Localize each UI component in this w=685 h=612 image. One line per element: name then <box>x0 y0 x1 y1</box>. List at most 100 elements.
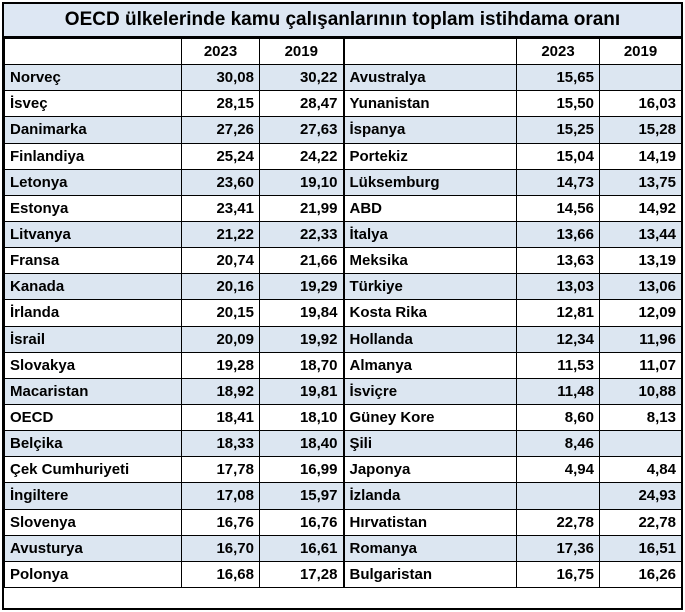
right-2019-cell: 24,93 <box>599 482 682 510</box>
left-2023-cell: 18,41 <box>181 403 260 432</box>
left-2019-cell: 17,28 <box>259 560 344 588</box>
left-2019-cell: 19,29 <box>259 273 344 301</box>
left-2019-cell: 19,84 <box>259 299 344 327</box>
left-2023-cell: 21,22 <box>181 220 260 249</box>
right-country-cell: Türkiye <box>342 273 517 301</box>
right-2023-cell: 11,53 <box>516 351 600 379</box>
right-2023-cell: 13,03 <box>516 273 600 301</box>
right-country-cell: Avustralya <box>342 64 517 92</box>
right-2023-cell: 15,04 <box>516 142 600 170</box>
right-2019-cell <box>599 64 682 92</box>
right-2019-cell: 13,19 <box>599 247 682 275</box>
left-2023-cell: 20,15 <box>181 299 260 327</box>
right-country-cell: İzlanda <box>342 482 517 510</box>
left-2023-cell: 23,60 <box>181 168 260 196</box>
left-2019-cell: 19,92 <box>259 325 344 353</box>
table-row: Fransa 20,74 21,66 Meksika 13,63 13,19 <box>4 247 682 275</box>
right-2023-cell: 13,66 <box>516 220 600 249</box>
left-2019-cell: 15,97 <box>259 482 344 510</box>
right-country-cell: ABD <box>342 194 517 222</box>
table-row: İsveç 28,15 28,47 Yunanistan 15,50 16,03 <box>4 90 682 118</box>
left-country-cell: Danimarka <box>4 116 182 144</box>
left-2023-cell: 28,15 <box>181 90 260 118</box>
table-row: Norveç 30,08 30,22 Avustralya 15,65 <box>4 64 682 92</box>
table-row: Litvanya 21,22 22,33 İtalya 13,66 13,44 <box>4 220 682 249</box>
right-2023-cell: 17,36 <box>516 534 600 562</box>
left-2023-cell: 27,26 <box>181 116 260 144</box>
left-2023-cell: 17,78 <box>181 456 260 484</box>
right-2023-cell: 15,65 <box>516 64 600 92</box>
right-2023-cell: 8,60 <box>516 403 600 432</box>
right-2019-cell: 16,03 <box>599 90 682 118</box>
right-2019-cell: 13,75 <box>599 168 682 196</box>
header-right-2023: 2023 <box>516 37 600 66</box>
right-2019-cell: 22,78 <box>599 508 682 536</box>
left-country-cell: Macaristan <box>4 377 182 405</box>
right-2019-cell: 14,92 <box>599 194 682 222</box>
left-country-cell: İrlanda <box>4 299 182 327</box>
right-2023-cell: 15,25 <box>516 116 600 144</box>
table-row: Çek Cumhuriyeti 17,78 16,99 Japonya 4,94 4,84 <box>4 456 682 484</box>
right-2023-cell <box>516 482 600 510</box>
left-country-cell: Polonya <box>4 560 182 588</box>
left-2023-cell: 20,74 <box>181 247 260 275</box>
right-2019-cell: 11,96 <box>599 325 682 353</box>
left-2019-cell: 21,99 <box>259 194 344 222</box>
right-2023-cell: 22,78 <box>516 508 600 536</box>
right-2023-cell: 12,81 <box>516 299 600 327</box>
table-row: Macaristan 18,92 19,81 İsviçre 11,48 10,88 <box>4 377 682 405</box>
left-country-cell: Norveç <box>4 64 182 92</box>
left-country-cell: Kanada <box>4 273 182 301</box>
left-2023-cell: 23,41 <box>181 194 260 222</box>
left-country-cell: Fransa <box>4 247 182 275</box>
header-right-2019: 2019 <box>599 37 682 66</box>
left-2023-cell: 18,92 <box>181 377 260 405</box>
right-country-cell: Yunanistan <box>342 90 517 118</box>
left-2023-cell: 17,08 <box>181 482 260 510</box>
right-2019-cell: 4,84 <box>599 456 682 484</box>
header-blank-left <box>4 37 182 66</box>
right-2023-cell: 11,48 <box>516 377 600 405</box>
right-country-cell: Lüksemburg <box>342 168 517 196</box>
left-country-cell: Avusturya <box>4 534 182 562</box>
table-row: Finlandiya 25,24 24,22 Portekiz 15,04 14,19 <box>4 142 682 170</box>
left-2019-cell: 19,81 <box>259 377 344 405</box>
table-row: OECD 18,41 18,10 Güney Kore 8,60 8,13 <box>4 403 682 432</box>
left-country-cell: İsveç <box>4 90 182 118</box>
left-2023-cell: 20,16 <box>181 273 260 301</box>
left-2019-cell: 30,22 <box>259 64 344 92</box>
right-country-cell: Şili <box>342 430 517 458</box>
right-country-cell: Japonya <box>342 456 517 484</box>
left-2023-cell: 19,28 <box>181 351 260 379</box>
right-2019-cell: 16,51 <box>599 534 682 562</box>
left-country-cell: Belçika <box>4 430 182 458</box>
left-2023-cell: 16,68 <box>181 560 260 588</box>
right-2023-cell: 16,75 <box>516 560 600 588</box>
left-country-cell: Çek Cumhuriyeti <box>4 456 182 484</box>
table-row: Slovakya 19,28 18,70 Almanya 11,53 11,07 <box>4 351 682 379</box>
right-country-cell: Hırvatistan <box>342 508 517 536</box>
header-left-2023: 2023 <box>181 37 260 66</box>
left-2023-cell: 20,09 <box>181 325 260 353</box>
table-row: Kanada 20,16 19,29 Türkiye 13,03 13,06 <box>4 273 682 301</box>
right-2023-cell: 15,50 <box>516 90 600 118</box>
table-row: Letonya 23,60 19,10 Lüksemburg 14,73 13,75 <box>4 168 682 196</box>
left-country-cell: OECD <box>4 403 182 432</box>
table-row: Polonya 16,68 17,28 Bulgaristan 16,75 16,26 <box>4 560 682 588</box>
right-2019-cell: 12,09 <box>599 299 682 327</box>
header-left-2019: 2019 <box>259 37 344 66</box>
right-country-cell: Portekiz <box>342 142 517 170</box>
left-2019-cell: 22,33 <box>259 220 344 249</box>
header-row: 2023 2019 2023 2019 <box>4 37 682 66</box>
right-country-cell: Meksika <box>342 247 517 275</box>
left-2023-cell: 30,08 <box>181 64 260 92</box>
table-row: Estonya 23,41 21,99 ABD 14,56 14,92 <box>4 194 682 222</box>
table-row: Avusturya 16,70 16,61 Romanya 17,36 16,51 <box>4 534 682 562</box>
employment-table: 2023 2019 2023 2019 Norveç 30,08 30,22 Avus… <box>4 37 682 588</box>
table-row: İrlanda 20,15 19,84 Kosta Rika 12,81 12,09 <box>4 299 682 327</box>
right-2019-cell: 16,26 <box>599 560 682 588</box>
left-2019-cell: 24,22 <box>259 142 344 170</box>
right-2023-cell: 12,34 <box>516 325 600 353</box>
right-country-cell: Kosta Rika <box>342 299 517 327</box>
right-country-cell: İsviçre <box>342 377 517 405</box>
